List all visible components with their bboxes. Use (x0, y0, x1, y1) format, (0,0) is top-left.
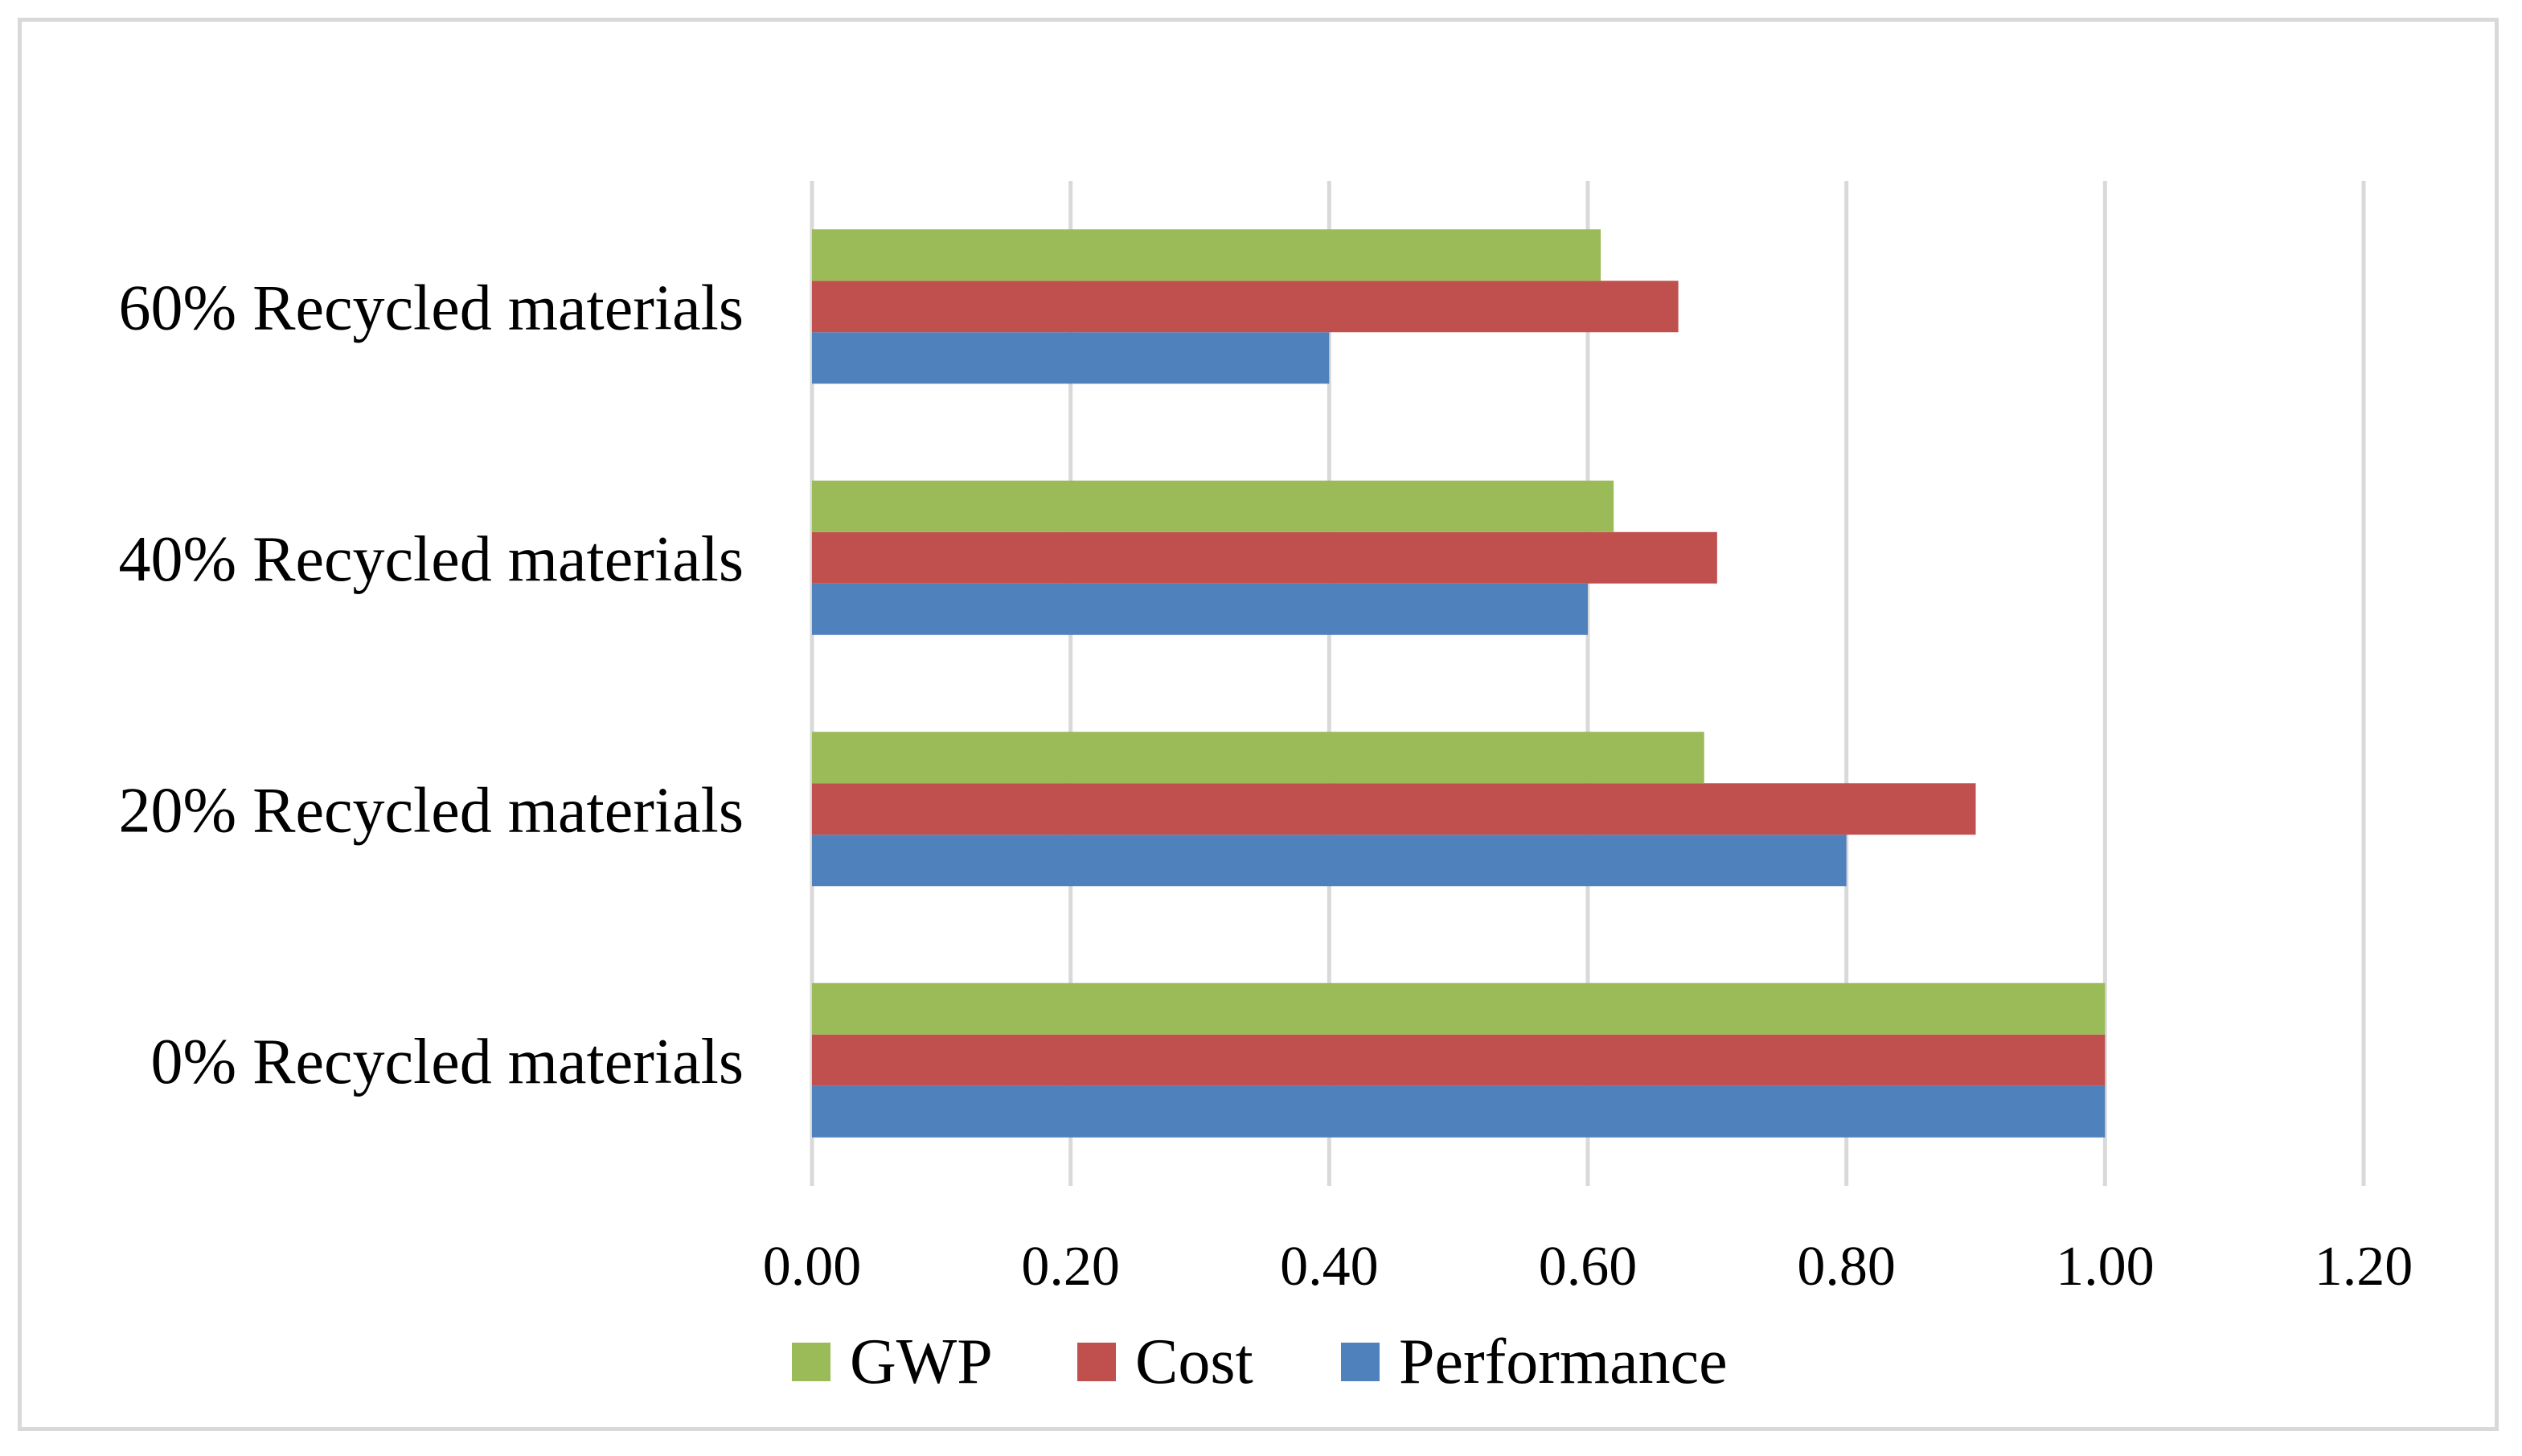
category-label-1: 20% Recycled materials (119, 775, 744, 846)
bar-gwp-3 (812, 229, 1601, 281)
bar-gwp-2 (812, 480, 1614, 532)
legend: GWP Cost Performance (792, 1327, 1728, 1397)
x-tick-label-0: 0.00 (763, 1236, 862, 1298)
bar-cost-3 (812, 281, 1679, 333)
x-tick-label-4: 0.80 (1797, 1236, 1896, 1298)
legend-label-cost: Cost (1135, 1327, 1253, 1397)
x-tick-label-2: 0.40 (1280, 1236, 1379, 1298)
bar-performance-3 (812, 332, 1330, 384)
x-tick-label-1: 0.20 (1021, 1236, 1120, 1298)
category-label-0: 0% Recycled materials (151, 1027, 744, 1097)
category-labels: 0% Recycled materials 20% Recycled materi… (119, 273, 744, 1097)
x-tick-label-5: 1.00 (2056, 1236, 2155, 1298)
bar-gwp-1 (812, 732, 1704, 784)
bar-cost-0 (812, 1034, 2106, 1086)
category-label-2: 40% Recycled materials (119, 524, 744, 595)
x-tick-labels: 0.00 0.20 0.40 0.60 0.80 1.00 1.20 (763, 1236, 2413, 1298)
legend-label-gwp: GWP (850, 1327, 993, 1397)
legend-swatch-performance (1341, 1343, 1380, 1381)
bar-cost-2 (812, 531, 1717, 584)
legend-swatch-cost (1077, 1343, 1116, 1381)
bar-gwp-0 (812, 982, 2106, 1035)
legend-swatch-gwp (792, 1343, 830, 1381)
bar-performance-2 (812, 583, 1588, 635)
x-tick-label-3: 0.60 (1539, 1236, 1638, 1298)
bars (812, 229, 2106, 1138)
bar-performance-0 (812, 1085, 2106, 1138)
x-tick-label-6: 1.20 (2315, 1236, 2413, 1298)
bar-performance-1 (812, 835, 1847, 887)
category-label-3: 60% Recycled materials (119, 273, 744, 343)
legend-label-performance: Performance (1399, 1327, 1728, 1397)
bar-cost-1 (812, 783, 1976, 835)
